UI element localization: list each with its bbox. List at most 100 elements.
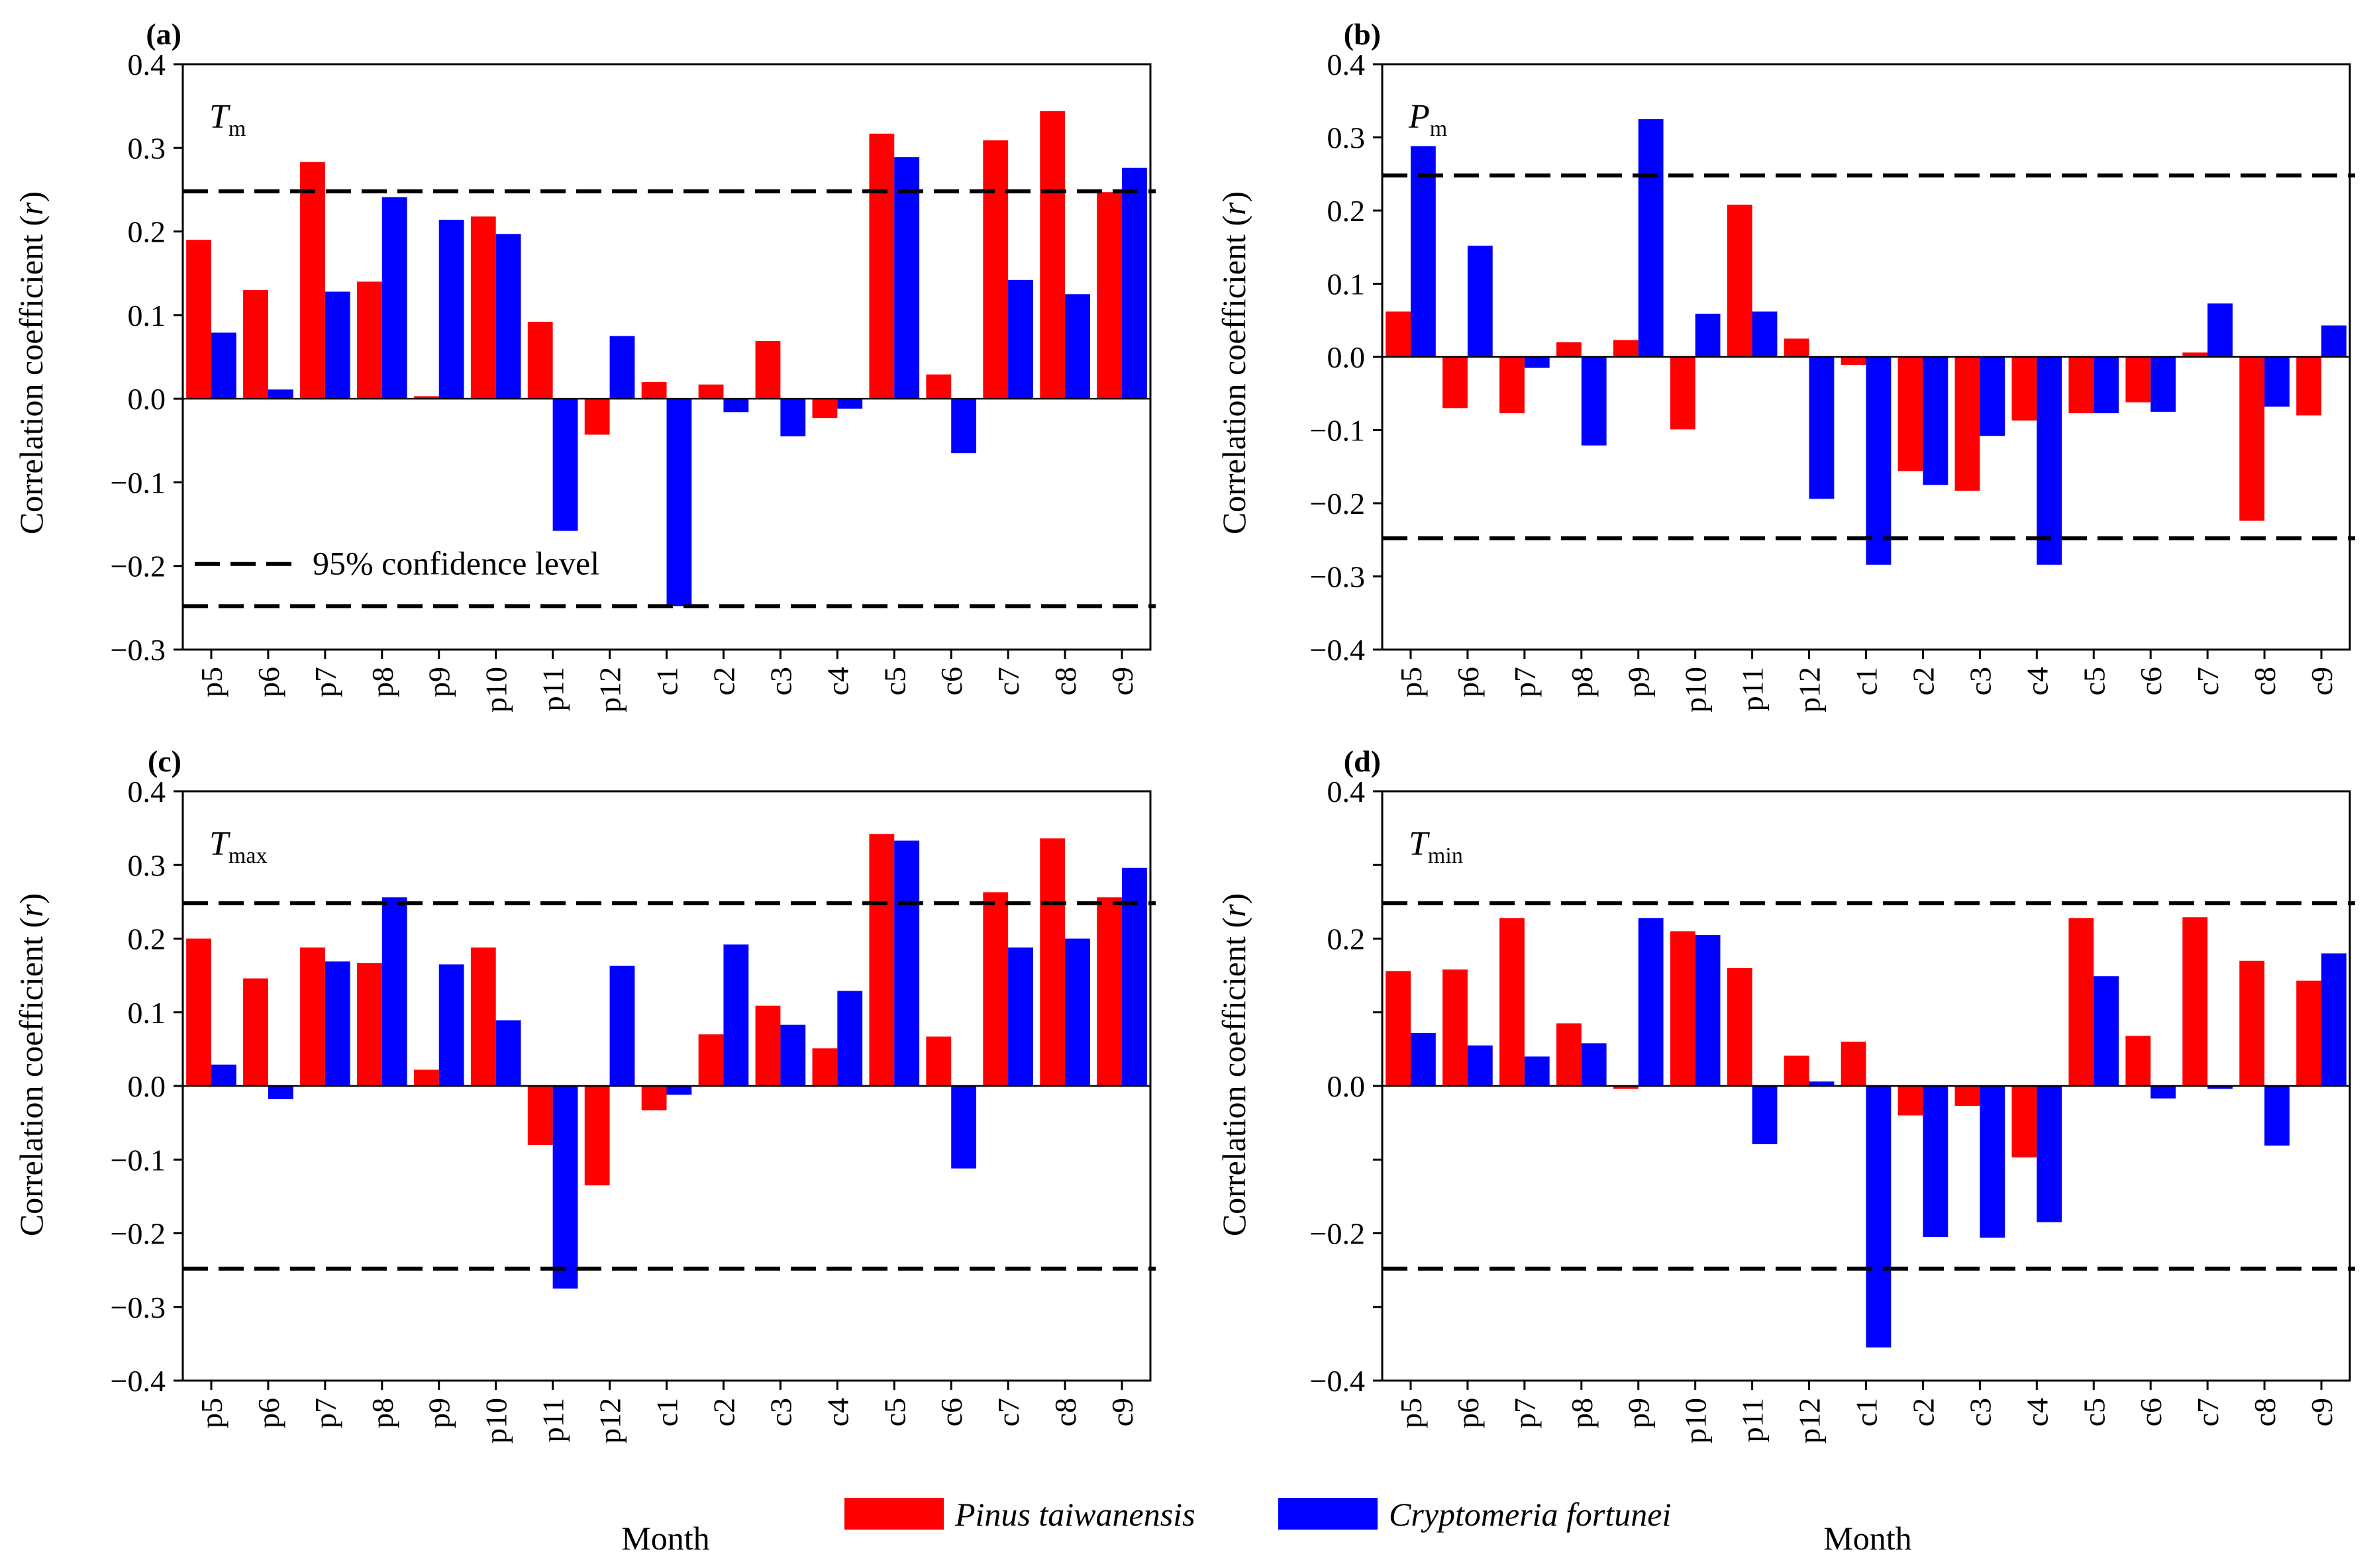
bar-d-pinus-c8 (2239, 960, 2265, 1086)
bar-c-cryptomeria-c9 (1122, 867, 1147, 1086)
bar-b-cryptomeria-p5 (1410, 146, 1436, 357)
panel-label-c: (c) (148, 744, 181, 778)
bar-a-pinus-c4 (812, 399, 838, 418)
y-tick-label-a-7: −0.3 (111, 633, 166, 667)
bar-b-pinus-c7 (2182, 352, 2208, 357)
y-tick-label-c-6: −0.2 (111, 1217, 166, 1251)
bar-c-cryptomeria-p11 (552, 1086, 578, 1289)
bar-d-pinus-p5 (1386, 971, 1411, 1086)
y-tick-label-c-7: −0.3 (111, 1291, 166, 1324)
y-tick-label-d-2: 0.2 (1327, 922, 1366, 956)
x-tick-label-a-p10: p10 (480, 667, 513, 712)
bar-c-pinus-c4 (812, 1048, 838, 1086)
panel-label-d: (d) (1344, 744, 1381, 778)
bar-d-pinus-c7 (2182, 917, 2208, 1086)
x-tick-label-a-c2: c2 (707, 667, 740, 695)
bar-a-cryptomeria-c4 (837, 399, 863, 409)
bar-a-cryptomeria-c8 (1065, 294, 1090, 399)
bar-b-cryptomeria-c1 (1866, 357, 1892, 565)
bar-c-pinus-c2 (698, 1034, 724, 1086)
bar-b-cryptomeria-p11 (1752, 311, 1778, 357)
bar-c-cryptomeria-p12 (609, 965, 635, 1086)
variable-label-c: Tmax (209, 825, 267, 868)
bar-d-cryptomeria-c5 (2094, 976, 2119, 1086)
y-tick-label-c-0: 0.4 (128, 775, 166, 808)
bar-a-cryptomeria-c5 (894, 157, 920, 399)
x-tick-label-a-p12: p12 (593, 667, 627, 712)
x-tick-label-d-p7: p7 (1508, 1398, 1542, 1428)
bar-a-cryptomeria-p6 (268, 389, 293, 399)
y-tick-label-b-5: −0.1 (1310, 414, 1365, 448)
y-axis-title-a: Correlation coefficient (r) (13, 191, 50, 534)
y-tick-label-a-0: 0.4 (128, 48, 166, 81)
y-tick-label-b-4: 0.0 (1327, 340, 1366, 374)
bar-a-cryptomeria-c2 (723, 399, 749, 413)
bar-b-cryptomeria-p6 (1467, 246, 1493, 357)
y-tick-label-d-0: 0.4 (1327, 775, 1366, 808)
bar-a-pinus-c9 (1097, 192, 1123, 399)
bar-b-pinus-p9 (1613, 340, 1639, 357)
bar-a-cryptomeria-c9 (1122, 168, 1147, 399)
bar-d-cryptomeria-p10 (1695, 934, 1721, 1086)
bar-a-pinus-p6 (243, 289, 268, 399)
y-tick-label-b-7: −0.3 (1310, 560, 1365, 594)
y-tick-label-b-1: 0.3 (1327, 121, 1366, 155)
bar-b-cryptomeria-c7 (2207, 303, 2233, 357)
x-tick-label-c-c3: c3 (764, 1398, 797, 1426)
bar-d-pinus-p7 (1499, 918, 1525, 1086)
bar-d-pinus-c2 (1897, 1086, 1923, 1116)
bar-d-pinus-p12 (1784, 1055, 1809, 1086)
bar-a-pinus-c2 (698, 384, 724, 399)
y-tick-label-b-0: 0.4 (1327, 48, 1366, 81)
legend-label-pinus: Pinus taiwanensis (954, 1496, 1195, 1533)
bar-d-cryptomeria-c1 (1866, 1086, 1892, 1348)
bar-a-pinus-c1 (641, 381, 667, 399)
bar-b-pinus-c3 (1954, 357, 1980, 491)
x-tick-label-a-c4: c4 (821, 667, 854, 695)
bar-b-pinus-p8 (1556, 342, 1582, 357)
bar-a-cryptomeria-p12 (609, 336, 635, 399)
x-tick-label-c-c1: c1 (650, 1398, 684, 1426)
x-tick-label-d-c5: c5 (2077, 1398, 2111, 1426)
bar-b-cryptomeria-c4 (2037, 357, 2062, 565)
x-tick-label-a-p6: p6 (252, 667, 285, 697)
bar-b-cryptomeria-p7 (1524, 357, 1550, 368)
bar-c-pinus-p7 (300, 947, 325, 1086)
bar-c-cryptomeria-p8 (381, 897, 407, 1086)
bar-a-cryptomeria-p5 (211, 332, 236, 399)
y-tick-label-d-4: 0.0 (1327, 1069, 1366, 1103)
x-tick-label-b-p9: p9 (1622, 667, 1656, 697)
bar-c-pinus-c3 (755, 1005, 781, 1086)
x-tick-label-c-p10: p10 (480, 1398, 513, 1444)
bar-c-cryptomeria-p6 (268, 1086, 293, 1100)
x-tick-label-d-p10: p10 (1679, 1398, 1713, 1444)
y-tick-label-d-6: −0.2 (1310, 1217, 1365, 1251)
x-tick-label-d-p11: p11 (1736, 1398, 1770, 1442)
bar-c-cryptomeria-c1 (666, 1086, 692, 1095)
bar-d-pinus-p9 (1613, 1086, 1639, 1089)
panel-label-b: (b) (1344, 17, 1381, 51)
bar-a-pinus-c5 (869, 133, 895, 399)
bar-b-cryptomeria-p12 (1809, 357, 1835, 499)
x-tick-label-d-p12: p12 (1793, 1398, 1827, 1444)
bar-d-cryptomeria-c3 (1980, 1086, 2005, 1238)
y-tick-label-a-6: −0.2 (111, 550, 166, 583)
x-tick-label-a-c6: c6 (935, 667, 968, 695)
x-tick-label-b-p11: p11 (1736, 667, 1770, 711)
bar-d-cryptomeria-p11 (1752, 1086, 1778, 1144)
bar-b-pinus-c1 (1841, 357, 1866, 366)
x-tick-label-c-p7: p7 (309, 1398, 342, 1428)
x-tick-label-b-c9: c9 (2305, 667, 2339, 695)
bar-b-cryptomeria-p9 (1638, 119, 1664, 357)
bar-c-pinus-p9 (413, 1069, 439, 1086)
bar-c-pinus-p8 (356, 963, 382, 1086)
x-tick-label-b-c8: c8 (2248, 667, 2282, 695)
bar-d-cryptomeria-p8 (1581, 1043, 1607, 1086)
bar-b-pinus-c9 (2296, 357, 2322, 416)
x-tick-label-c-p5: p5 (195, 1398, 228, 1428)
y-tick-label-c-3: 0.1 (128, 996, 166, 1030)
bar-c-cryptomeria-c5 (894, 840, 920, 1086)
annotation-text-a: 95% confidence level (313, 545, 599, 582)
bar-a-pinus-c6 (926, 374, 952, 399)
x-tick-label-b-c1: c1 (1850, 667, 1884, 695)
